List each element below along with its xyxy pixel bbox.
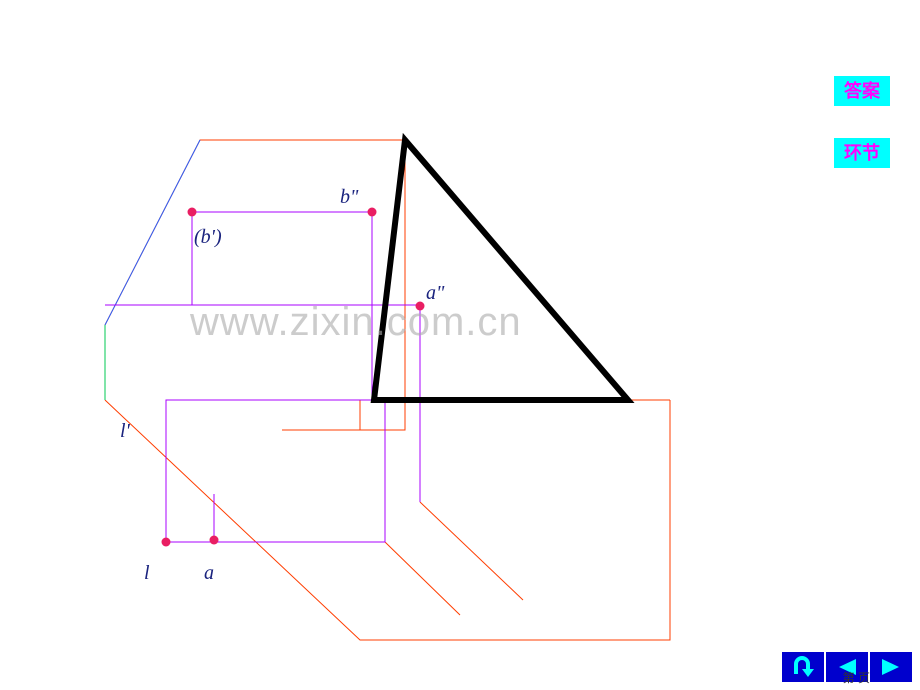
label-l: l [144, 562, 150, 585]
label-b2: b" [340, 186, 358, 209]
answer-button[interactable]: 答案 [834, 76, 890, 106]
point-pt-l [162, 538, 171, 547]
point-pt-a2 [416, 302, 425, 311]
label-lp: l' [120, 420, 130, 443]
point-pt-b2 [368, 208, 377, 217]
triangle-right-icon [880, 657, 902, 677]
page-footer-text: 第 页 [843, 669, 870, 686]
point-pt-bp [188, 208, 197, 217]
nav-back-button[interactable] [782, 652, 824, 682]
u-turn-icon [788, 656, 818, 678]
label-a2: a" [426, 282, 444, 305]
step-button[interactable]: 环节 [834, 138, 890, 168]
nav-next-button[interactable] [870, 652, 912, 682]
label-a: a [204, 562, 214, 585]
label-bp: (b') [194, 226, 222, 249]
point-pt-a [210, 536, 219, 545]
diagram-canvas [0, 0, 920, 690]
